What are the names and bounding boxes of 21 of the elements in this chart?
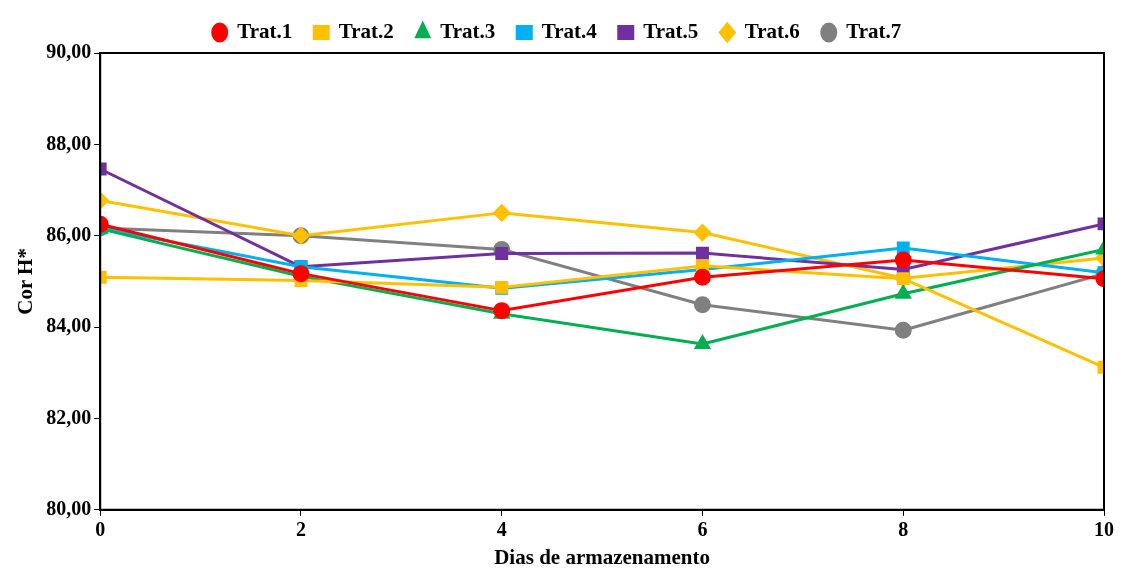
y-tick-label: 84,00 [46,314,92,337]
y-tick-label: 90,00 [46,40,92,63]
legend-label: Trat.1 [237,18,293,43]
legend-label: Trat.7 [846,18,902,43]
y-tick-label: 86,00 [46,222,92,245]
y-tick-label: 80,00 [46,496,92,519]
x-axis-title: Dias de armazenamento [494,544,710,569]
x-tick-label: 6 [697,517,708,540]
legend-label: Trat.3 [440,18,496,43]
x-tick-label: 0 [95,517,106,540]
legend-label: Trat.4 [541,18,598,43]
legend-label: Trat.5 [643,18,699,43]
x-tick-label: 8 [898,517,909,540]
y-axis-title: Cor H* [13,248,38,315]
y-tick-label: 88,00 [46,131,92,154]
y-tick-label: 82,00 [46,405,92,428]
x-tick-label: 2 [295,517,306,540]
x-tick-label: 4 [496,517,507,540]
legend-label: Trat.6 [744,18,800,43]
x-tick-label: 10 [1094,517,1114,540]
legend-label: Trat.2 [338,18,394,43]
